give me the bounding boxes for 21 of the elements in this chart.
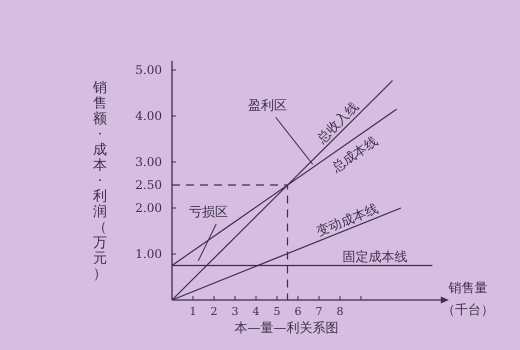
- x-tick-label: 5: [274, 305, 280, 318]
- x-tick-label: 6: [294, 305, 302, 318]
- x-axis-title: 销售量（千台）: [442, 281, 494, 318]
- x-tick-label: 7: [316, 305, 322, 318]
- x-tick-label: 4: [252, 305, 260, 318]
- annotation: 盈利区: [248, 98, 288, 114]
- x-tick-label: 8: [336, 305, 344, 318]
- y-tick-label: 2.00: [135, 201, 162, 215]
- y-tick-label: 2.50: [135, 178, 162, 192]
- x-tick-label: 1: [190, 305, 196, 318]
- text: 销售额·成本·利润（万元）: [93, 80, 107, 282]
- y-tick-label: 5.00: [135, 63, 162, 77]
- x-tick-label: 2: [210, 305, 218, 318]
- y-tick-label: 4.00: [135, 109, 162, 123]
- y-tick-label: 3.00: [135, 155, 162, 169]
- y-tick-label: 1.00: [135, 247, 162, 261]
- x-tick-label: 3: [232, 305, 238, 318]
- text: 本—量—利关系图: [234, 321, 338, 336]
- annotation: 亏损区: [188, 204, 228, 220]
- text: 变动成本线: [314, 202, 380, 240]
- series-label: 固定成本线: [342, 250, 408, 265]
